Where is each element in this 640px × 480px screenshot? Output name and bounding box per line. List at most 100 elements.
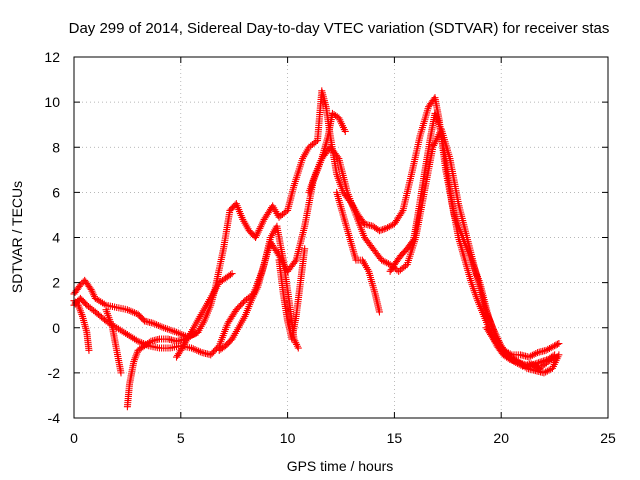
series-track-11 (386, 109, 559, 370)
data-point (98, 299, 106, 307)
data-point (127, 307, 135, 315)
data-point (341, 127, 349, 135)
data-point (512, 358, 520, 366)
data-point (192, 329, 200, 337)
data-point (176, 348, 184, 356)
data-point (127, 333, 135, 341)
data-point (228, 270, 236, 278)
data-point (543, 356, 551, 364)
data-point (553, 340, 561, 348)
data-point (522, 361, 530, 369)
y-tick-label: 6 (52, 184, 60, 200)
data-point (515, 359, 523, 367)
data-point (312, 138, 320, 146)
x-axis-label: GPS time / hours (287, 458, 394, 474)
data-point (549, 343, 557, 351)
data-point (117, 369, 125, 377)
data-point (120, 328, 128, 336)
data-point (398, 208, 406, 216)
data-point (132, 336, 140, 344)
data-point (379, 226, 387, 234)
data-point (100, 300, 108, 308)
y-tick-label: 4 (52, 230, 60, 246)
data-point (193, 346, 201, 354)
x-tick-labels: 0 5 10 15 20 25 (70, 430, 616, 446)
data-point (95, 297, 103, 305)
data-point (174, 329, 182, 337)
series-track-12 (482, 324, 563, 361)
data-point (528, 361, 536, 369)
series-track-2 (70, 125, 563, 377)
data-point (93, 296, 101, 304)
data-point (129, 308, 137, 316)
data-point (195, 347, 203, 355)
data-point (294, 344, 302, 352)
data-point (189, 345, 197, 353)
series-track-3 (70, 297, 93, 354)
data-point (301, 245, 309, 253)
data-point (549, 352, 557, 360)
y-tick-label: -4 (48, 410, 61, 426)
data-point (91, 294, 99, 302)
series-track-8 (275, 245, 309, 343)
data-point (541, 356, 549, 364)
data-point (151, 320, 159, 328)
data-point (555, 340, 563, 348)
data-point (85, 346, 93, 354)
y-axis-label: SDTVAR / TECUs (9, 181, 25, 293)
data-point (519, 360, 527, 368)
series-track-7 (215, 222, 302, 354)
data-point (145, 338, 153, 346)
y-tick-label: 12 (44, 49, 60, 65)
data-point (517, 359, 525, 367)
data-point (131, 309, 139, 317)
data-point (527, 362, 535, 370)
series-track-6 (173, 270, 236, 361)
x-tick-label: 5 (177, 430, 185, 446)
data-point (409, 237, 417, 245)
data-point (538, 358, 546, 366)
data-point (380, 225, 388, 233)
series-track-10 (305, 109, 349, 196)
data-point (153, 321, 161, 329)
data-point (187, 344, 195, 352)
y-tick-label: 2 (52, 275, 60, 291)
data-point (158, 323, 166, 331)
data-point (194, 328, 202, 336)
data-point (506, 350, 514, 358)
data-point (123, 306, 131, 314)
data-point (129, 334, 137, 342)
data-point (116, 326, 124, 334)
data-point (530, 360, 538, 368)
data-point (149, 319, 157, 327)
x-tick-label: 0 (70, 430, 78, 446)
data-point (118, 327, 126, 335)
x-tick-label: 10 (280, 430, 296, 446)
y-tick-label: 8 (52, 139, 60, 155)
data-point (291, 258, 299, 266)
data-point (134, 337, 142, 345)
y-tick-label: 10 (44, 94, 60, 110)
data-point (377, 226, 385, 234)
data-point (136, 338, 144, 346)
data-point (97, 298, 105, 306)
series-track-4 (102, 306, 125, 377)
y-tick-label: -2 (48, 365, 61, 381)
data-point (156, 322, 164, 330)
data-point (191, 346, 199, 354)
y-tick-labels: -4 -2 0 2 4 6 8 10 12 (44, 49, 60, 426)
grid-lines (74, 57, 608, 418)
data-point (509, 356, 517, 364)
data-point (525, 362, 533, 370)
data-point (520, 360, 528, 368)
data-point (226, 271, 234, 279)
data-point (115, 325, 122, 333)
data-point (533, 359, 541, 367)
data-point (131, 335, 139, 343)
data-point (176, 330, 184, 338)
data-point (531, 360, 539, 368)
data-point (539, 357, 547, 365)
data-point (536, 358, 544, 366)
data-point (125, 332, 133, 340)
